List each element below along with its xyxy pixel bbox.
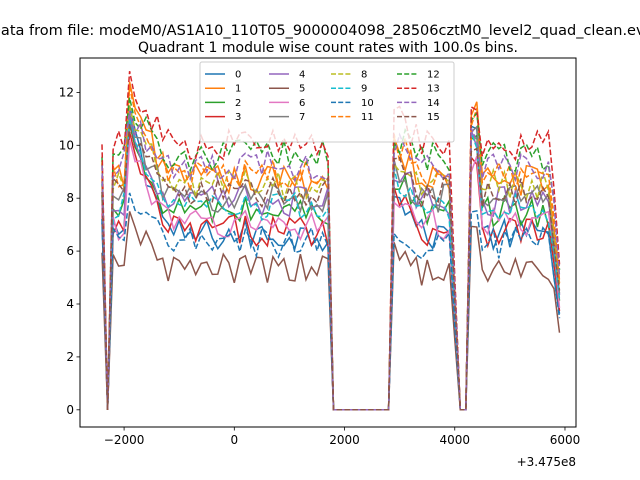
y-tick-label: 0 xyxy=(66,403,74,417)
x-axis: −2000 0 2000 4000 6000 xyxy=(104,427,580,447)
figure-suptitle: Data from file: modeM0/AS1A10_110T05_900… xyxy=(0,23,640,39)
y-tick-label: 4 xyxy=(66,297,74,311)
legend-label-13: 13 xyxy=(427,84,440,95)
legend-label-0: 0 xyxy=(235,70,241,81)
legend-label-8: 8 xyxy=(361,70,367,81)
axes-frame xyxy=(79,57,577,428)
x-tick-label: 2000 xyxy=(329,433,360,447)
legend-label-12: 12 xyxy=(427,70,440,81)
y-axis: 0 2 4 6 8 10 12 xyxy=(59,85,80,417)
x-tick-label: 4000 xyxy=(439,433,470,447)
chart-title: Quadrant 1 module wise count rates with … xyxy=(138,40,518,56)
series-line-10 xyxy=(101,192,561,411)
x-tick-label: 6000 xyxy=(550,433,581,447)
legend-label-1: 1 xyxy=(235,84,241,95)
y-tick-label: 12 xyxy=(59,85,74,99)
legend-label-5: 5 xyxy=(299,84,305,95)
legend-label-9: 9 xyxy=(361,84,367,95)
series-line-15 xyxy=(101,123,561,411)
legend-label-4: 4 xyxy=(299,70,305,81)
legend-label-11: 11 xyxy=(361,112,374,123)
series-lines xyxy=(101,71,561,411)
legend-label-3: 3 xyxy=(235,112,241,123)
y-tick-label: 10 xyxy=(59,138,74,152)
legend-label-15: 15 xyxy=(427,112,440,123)
legend-label-7: 7 xyxy=(299,112,305,123)
x-tick-label: 0 xyxy=(230,433,238,447)
y-tick-label: 6 xyxy=(66,244,74,258)
x-tick-label: −2000 xyxy=(104,433,145,447)
y-tick-label: 2 xyxy=(66,350,74,364)
legend-label-10: 10 xyxy=(361,98,374,109)
series-line-11 xyxy=(101,86,561,411)
legend-label-2: 2 xyxy=(235,98,241,109)
legend-label-6: 6 xyxy=(299,98,305,109)
legend-label-14: 14 xyxy=(427,98,440,109)
legend-box xyxy=(199,61,455,143)
x-axis-offset-label: +3.475e8 xyxy=(517,455,576,469)
series-line-9 xyxy=(101,118,561,411)
y-tick-label: 8 xyxy=(66,191,74,205)
